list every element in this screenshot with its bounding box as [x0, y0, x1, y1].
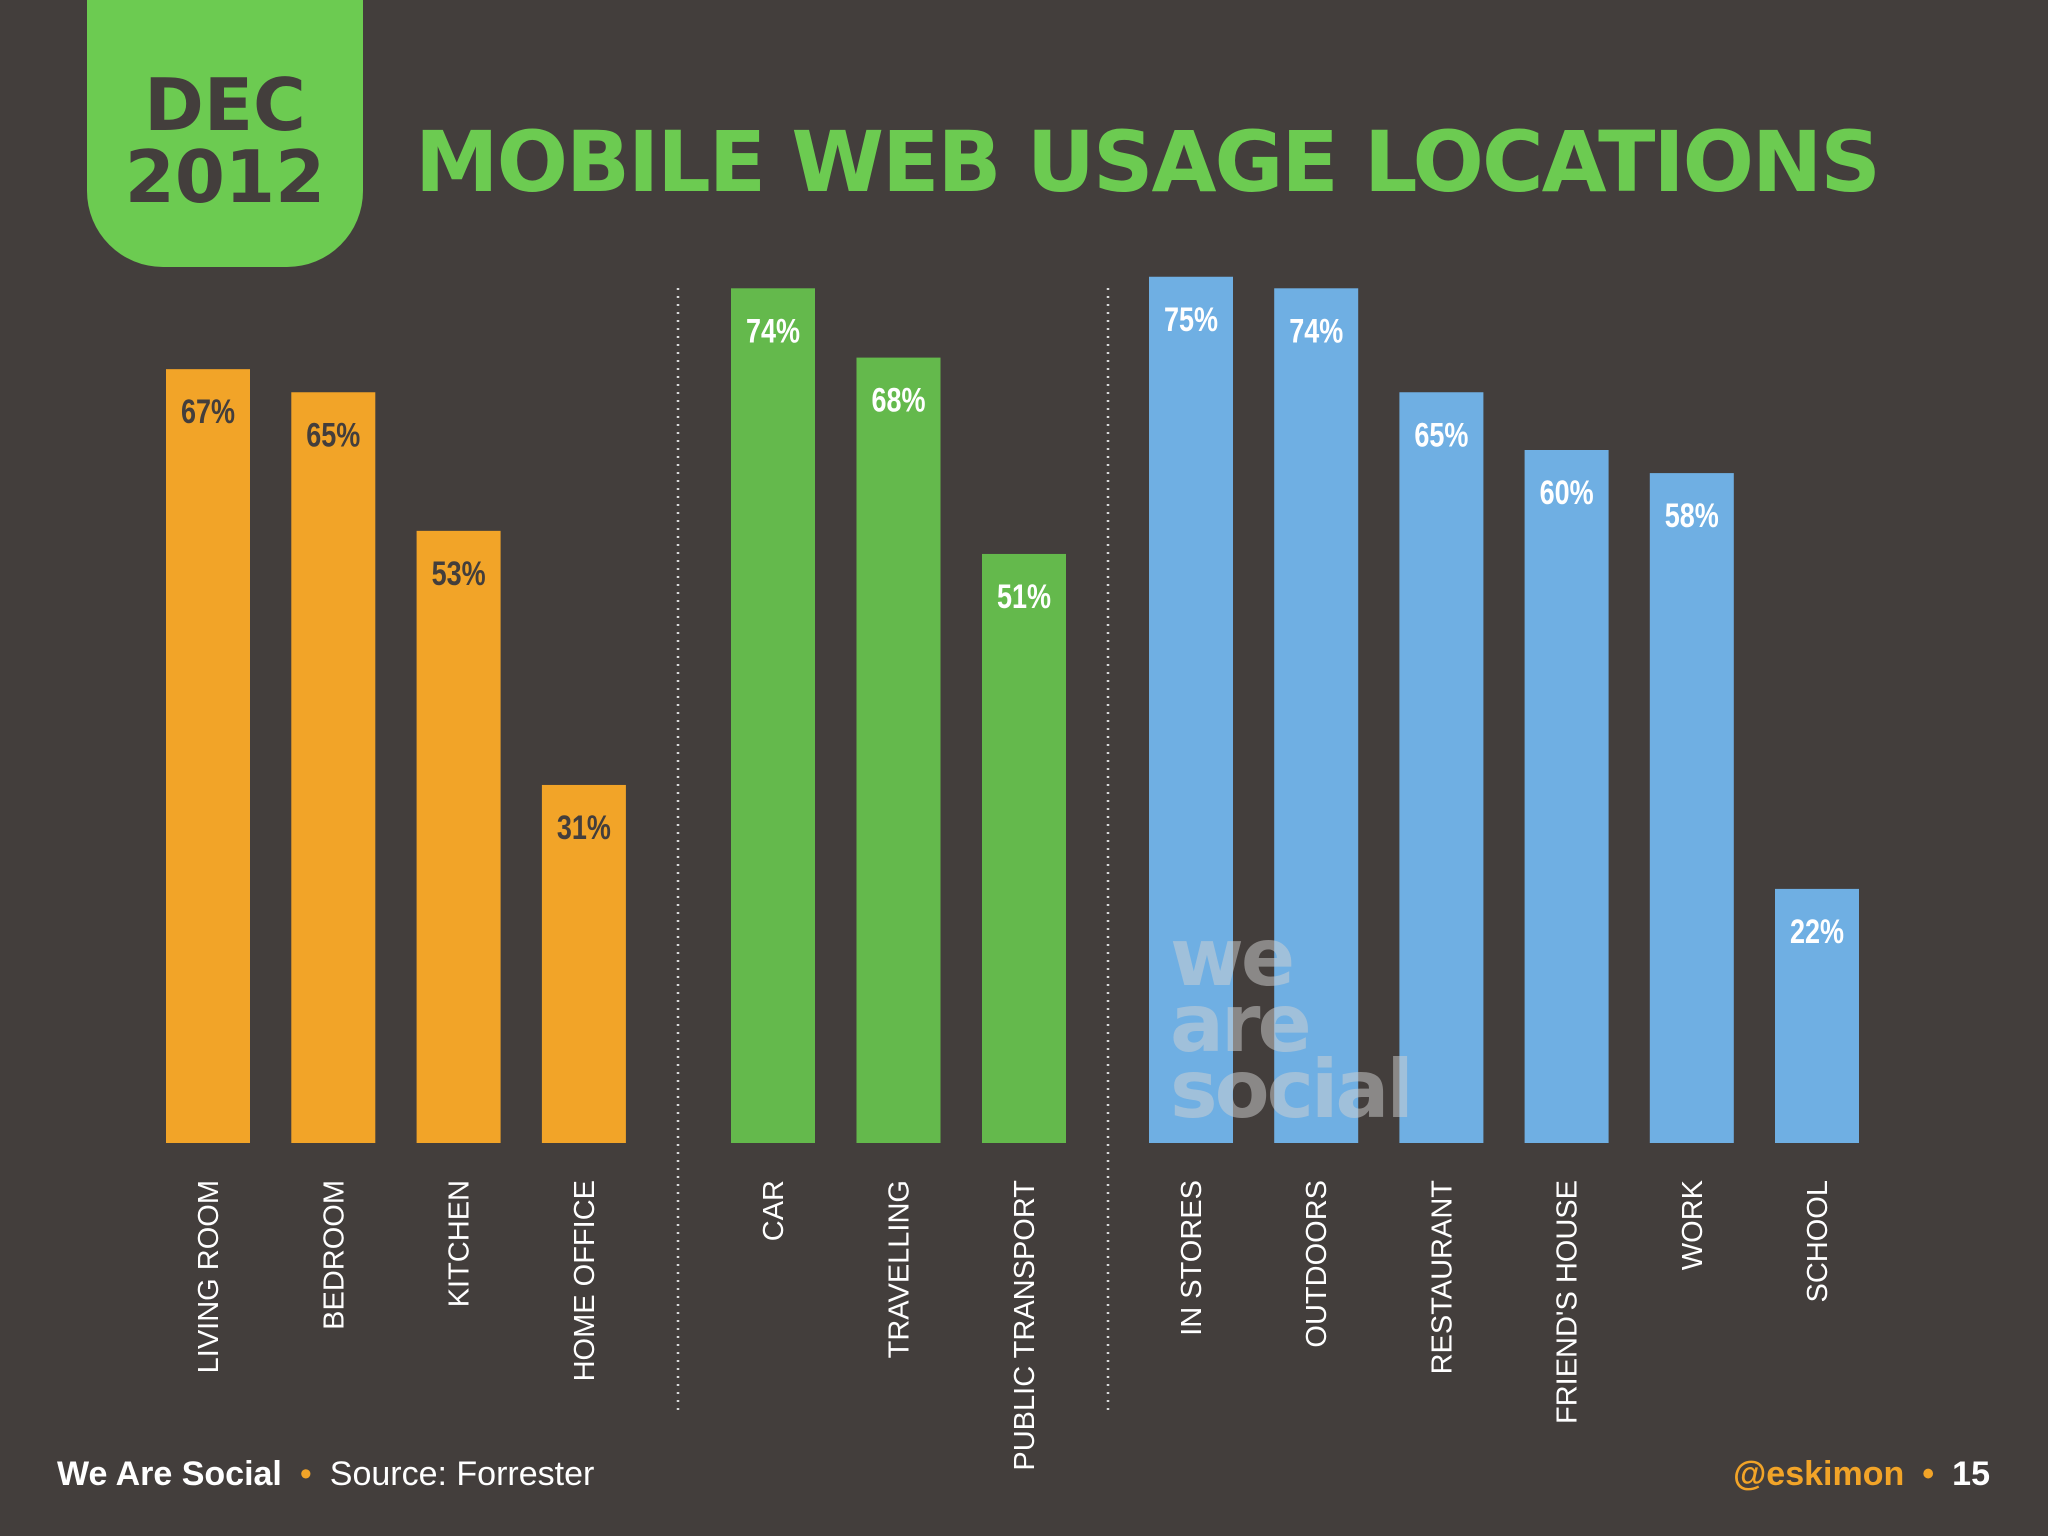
footer-credit: We Are Social • Source: Forrester [57, 1455, 594, 1494]
data-label: 31% [557, 809, 611, 847]
bar [982, 553, 1066, 1143]
bar [291, 392, 376, 1143]
bar [1149, 276, 1233, 1143]
badge-month: DEC [144, 62, 306, 147]
date-badge: DEC 2012 [87, 0, 363, 267]
data-label: 65% [1414, 416, 1468, 454]
badge-year: 2012 [124, 134, 326, 219]
category-label: TRAVELLING [884, 1180, 916, 1358]
category-label: BEDROOM [318, 1180, 350, 1330]
data-label: 58% [1665, 497, 1719, 535]
bar [1399, 392, 1484, 1143]
category-label: HOME OFFICE [569, 1180, 601, 1381]
category-label: FRIEND'S HOUSE [1552, 1180, 1584, 1424]
category-label: LIVING ROOM [193, 1180, 225, 1373]
category-label: OUTDOORS [1301, 1180, 1333, 1348]
page-number: 15 [1952, 1455, 1990, 1493]
data-label: 74% [746, 312, 800, 350]
category-label: SCHOOL [1802, 1180, 1834, 1302]
bar [856, 357, 941, 1144]
page-title: MOBILE WEB USAGE LOCATIONS [415, 113, 1881, 211]
data-label: 51% [997, 578, 1051, 616]
category-label: KITCHEN [444, 1180, 476, 1307]
bar [1274, 288, 1359, 1143]
bar [1524, 450, 1609, 1143]
category-label: PUBLIC TRANSPORT [1009, 1180, 1041, 1471]
footer-handle: @eskimon [1733, 1455, 1905, 1493]
category-label: CAR [758, 1180, 790, 1241]
footer-source: Source: Forrester [329, 1455, 595, 1493]
data-label: 74% [1289, 312, 1343, 350]
data-label: 68% [872, 382, 926, 420]
data-label: 53% [432, 555, 486, 593]
bar [541, 784, 626, 1143]
watermark-line: we [1170, 911, 1295, 1004]
bar [1649, 473, 1734, 1144]
bar [1775, 888, 1859, 1143]
data-label: 75% [1164, 301, 1218, 339]
category-label: RESTAURANT [1426, 1180, 1458, 1375]
footer-separator: • [299, 1455, 312, 1493]
data-label: 22% [1790, 913, 1844, 951]
footer-separator: • [1922, 1455, 1935, 1493]
category-label: WORK [1677, 1179, 1709, 1270]
watermark-line: social [1170, 1043, 1414, 1136]
data-label: 65% [306, 416, 360, 454]
footer-page-info: @eskimon • 15 [1733, 1455, 1990, 1494]
watermark-line: are [1170, 977, 1312, 1070]
bar [166, 369, 250, 1143]
category-label: IN STORES [1176, 1180, 1208, 1336]
data-label: 67% [181, 393, 235, 431]
footer-brand: We Are Social [57, 1455, 282, 1493]
bar [731, 288, 815, 1143]
data-label: 60% [1540, 474, 1594, 512]
watermark-logo: we are social [1170, 911, 1414, 1136]
bar [416, 530, 501, 1143]
